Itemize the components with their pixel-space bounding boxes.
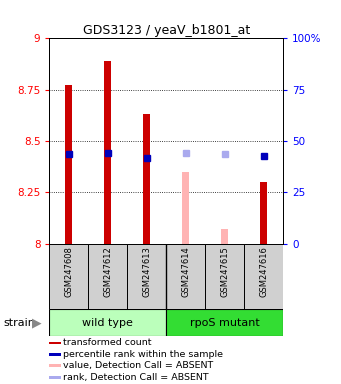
Text: GSM247614: GSM247614 — [181, 246, 190, 296]
Text: transformed count: transformed count — [63, 338, 151, 348]
Bar — [88, 244, 127, 309]
Bar — [166, 309, 283, 336]
Bar — [166, 244, 205, 309]
Bar — [143, 114, 150, 244]
Text: GSM247612: GSM247612 — [103, 246, 112, 296]
Text: rpoS mutant: rpoS mutant — [190, 318, 260, 328]
Text: rank, Detection Call = ABSENT: rank, Detection Call = ABSENT — [63, 373, 208, 382]
Bar — [49, 376, 61, 379]
Text: GSM247608: GSM247608 — [64, 246, 73, 297]
Bar — [65, 84, 72, 244]
Text: GSM247616: GSM247616 — [259, 246, 268, 297]
Bar — [49, 309, 166, 336]
Title: GDS3123 / yeaV_b1801_at: GDS3123 / yeaV_b1801_at — [83, 24, 250, 37]
Bar — [221, 230, 228, 244]
Bar — [127, 244, 166, 309]
Text: wild type: wild type — [83, 318, 133, 328]
Bar — [244, 244, 283, 309]
Text: value, Detection Call = ABSENT: value, Detection Call = ABSENT — [63, 361, 213, 370]
Bar — [205, 244, 244, 309]
Bar — [182, 172, 189, 244]
Bar — [49, 341, 61, 344]
Bar — [49, 364, 61, 367]
Bar — [104, 61, 112, 244]
Bar — [260, 182, 267, 244]
Text: ▶: ▶ — [32, 316, 42, 329]
Text: percentile rank within the sample: percentile rank within the sample — [63, 350, 223, 359]
Text: GSM247613: GSM247613 — [142, 246, 151, 297]
Bar — [49, 353, 61, 356]
Bar — [49, 244, 88, 309]
Text: strain: strain — [3, 318, 35, 328]
Text: GSM247615: GSM247615 — [220, 246, 229, 296]
